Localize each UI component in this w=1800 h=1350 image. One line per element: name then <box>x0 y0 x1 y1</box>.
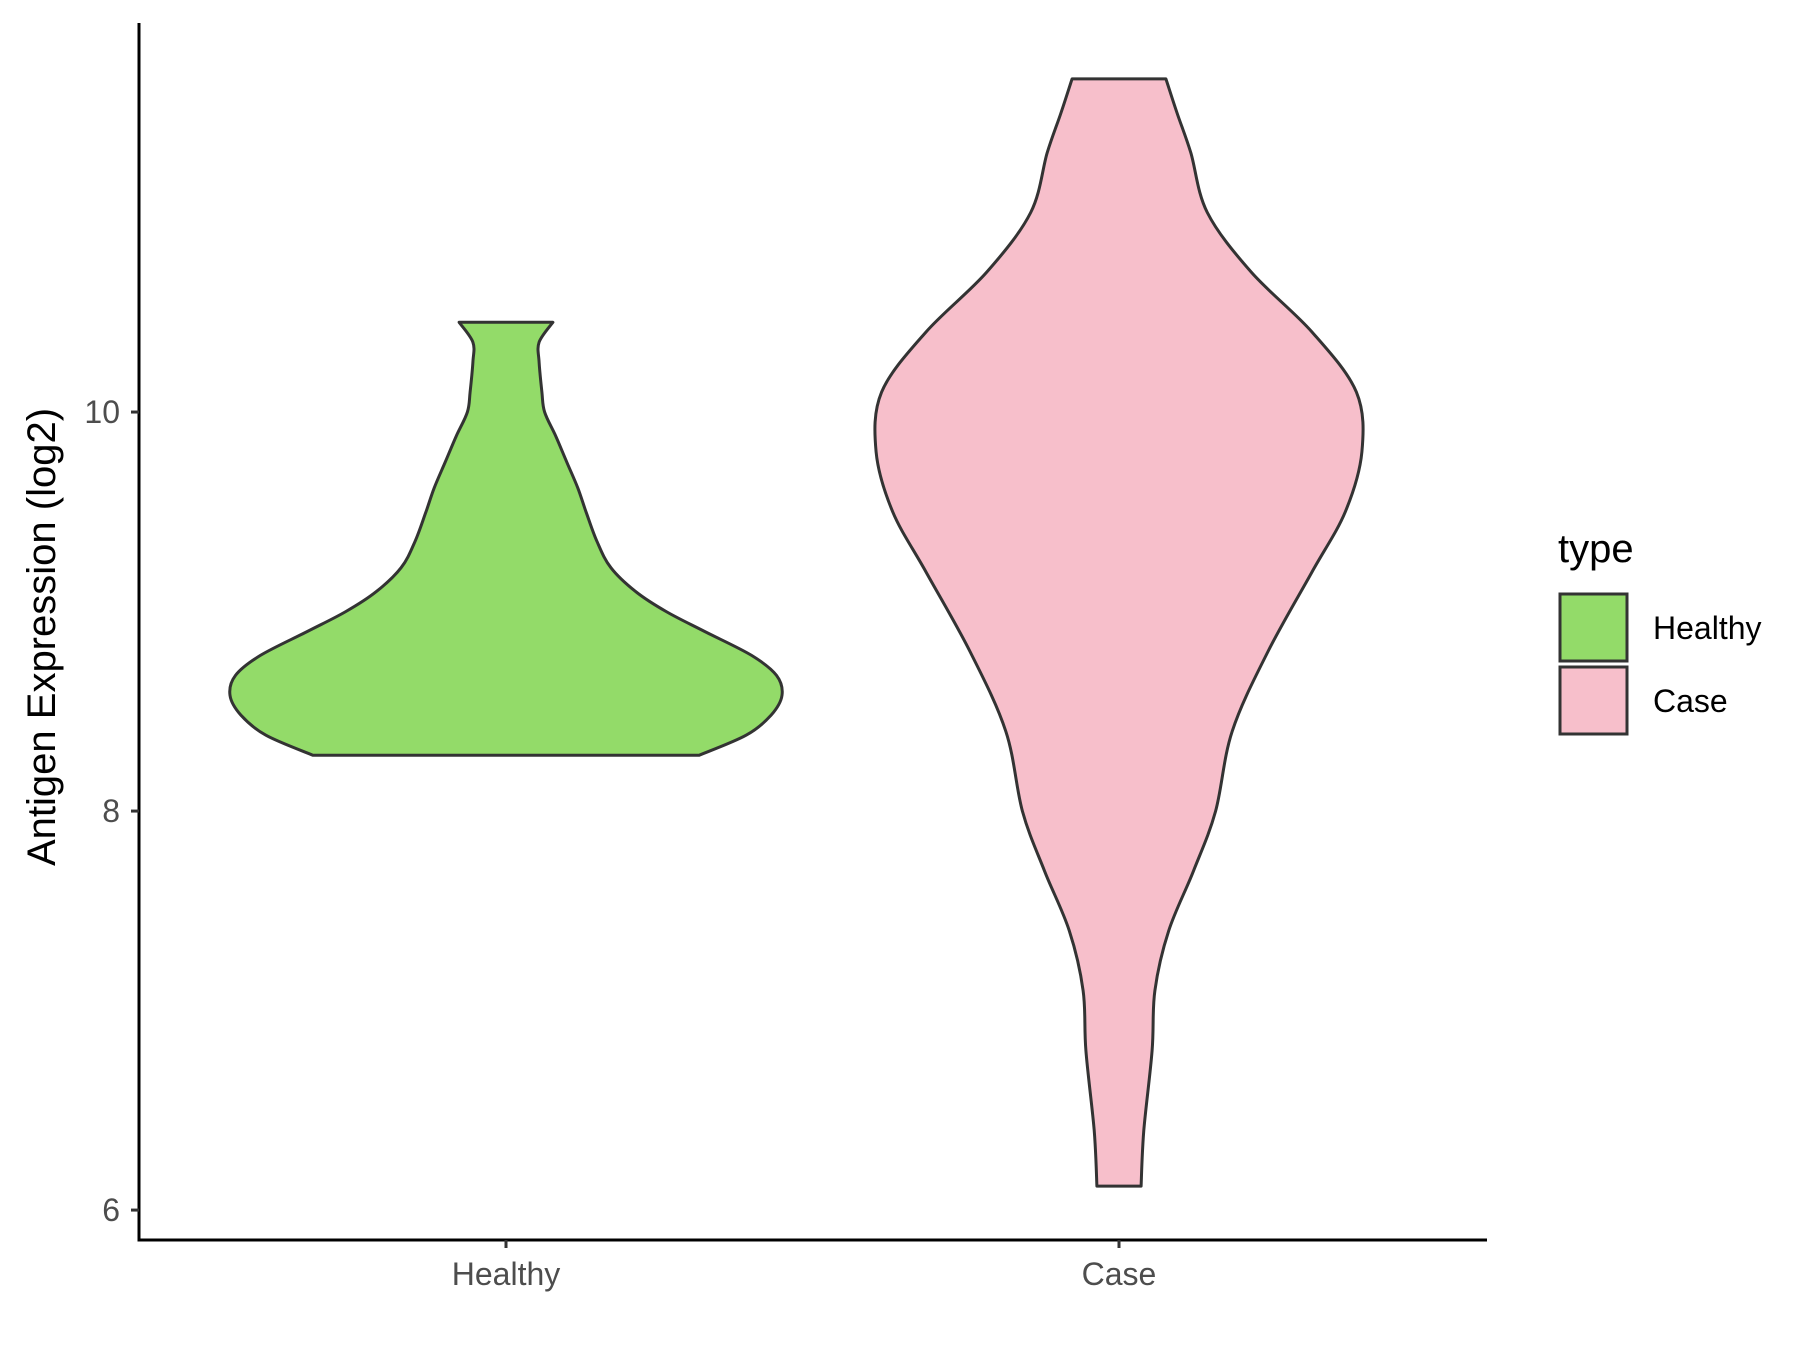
violin-case <box>873 77 1365 1188</box>
x-tick-label: Healthy <box>452 1256 561 1292</box>
x-tick-label: Case <box>1082 1256 1157 1292</box>
legend-key-case <box>1558 665 1629 736</box>
y-ticks: 6 8 10 <box>84 394 139 1228</box>
violin-healthy <box>228 320 784 757</box>
x-ticks: Healthy Case <box>452 1240 1157 1292</box>
legend-label: Case <box>1653 683 1728 719</box>
legend-label: Healthy <box>1653 610 1762 646</box>
violin-layer <box>228 77 1365 1188</box>
y-tick-label: 6 <box>102 1192 120 1228</box>
y-tick-label: 10 <box>84 394 120 430</box>
y-tick-label: 8 <box>102 793 120 829</box>
legend-title: type <box>1558 527 1634 571</box>
legend-key-healthy <box>1558 592 1629 663</box>
y-axis-title: Antigen Expression (log2) <box>20 408 64 866</box>
legend: type Healthy Case <box>1558 527 1762 736</box>
